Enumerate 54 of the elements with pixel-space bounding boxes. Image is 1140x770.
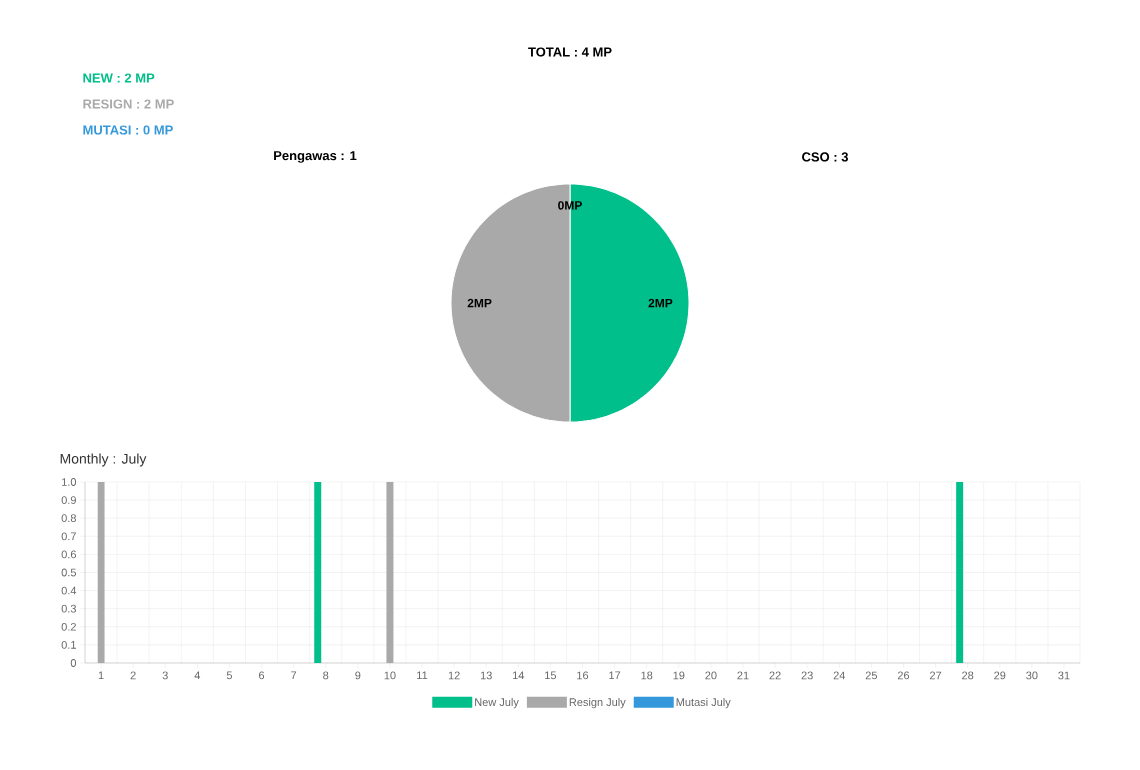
x-tick-label: 25 — [865, 671, 878, 680]
x-tick-label: 7 — [291, 671, 297, 680]
x-tick-label: 18 — [641, 671, 653, 680]
legend-label: New July — [475, 697, 519, 709]
y-tick-label: 0.7 — [61, 532, 76, 541]
x-tick-label: 14 — [513, 671, 525, 680]
x-tick-label: 16 — [577, 671, 589, 680]
x-tick-label: 30 — [1026, 671, 1038, 680]
y-tick-label: 0.2 — [61, 622, 76, 631]
chart-title: TOTAL : 4 MP — [528, 47, 612, 57]
data-label: 2MP — [648, 298, 673, 308]
text: NEW : 2 MP — [83, 73, 155, 83]
x-tick-label: 29 — [994, 671, 1006, 680]
x-tick-label: 13 — [480, 671, 492, 680]
x-tick-label: 27 — [930, 671, 942, 680]
y-tick-label: 1.0 — [62, 478, 77, 486]
data-label: 2MP — [467, 298, 492, 308]
x-tick-label: 17 — [609, 671, 621, 680]
x-tick-label: 4 — [194, 671, 201, 680]
x-tick-label: 19 — [673, 671, 685, 680]
legend-label: Resign July — [569, 697, 626, 709]
y-tick-label: 0.1 — [61, 641, 76, 649]
x-tick-label: 26 — [897, 671, 910, 680]
x-tick-label: 28 — [962, 671, 974, 680]
y-tick-label: 0.4 — [61, 586, 77, 595]
x-tick-label: 2 — [130, 671, 136, 680]
x-tick-label: 9 — [355, 671, 361, 680]
x-tick-label: 5 — [226, 671, 233, 680]
y-tick-label: 0 — [70, 659, 77, 667]
y-tick-label: 0.6 — [61, 550, 76, 559]
x-tick-label: 11 — [417, 671, 428, 680]
x-tick-label: 15 — [545, 671, 557, 680]
y-tick-label: 0.3 — [61, 604, 76, 613]
y-tick-label: 0.8 — [61, 514, 76, 523]
x-tick-label: 10 — [384, 671, 396, 680]
text: RESIGN : 2 MP — [83, 99, 174, 109]
x-tick-label: 3 — [162, 671, 168, 680]
text: Pengawas : 1 — [274, 151, 357, 163]
x-tick-label: 31 — [1058, 671, 1070, 680]
x-tick-label: 24 — [833, 671, 846, 680]
text: MUTASI : 0 MP — [83, 125, 173, 135]
legend-label: Mutasi July — [676, 697, 731, 709]
text: CSO : 3 — [802, 152, 848, 162]
x-tick-label: 12 — [448, 671, 460, 680]
x-tick-label: 21 — [737, 671, 749, 680]
chart-title: Monthly : July — [60, 453, 147, 467]
x-tick-label: 6 — [259, 671, 265, 680]
x-tick-label: 1 — [98, 671, 104, 680]
y-tick-label: 0.5 — [61, 568, 76, 577]
x-tick-label: 22 — [769, 671, 781, 680]
y-tick-label: 0.9 — [61, 496, 76, 504]
x-tick-label: 8 — [323, 671, 329, 680]
x-tick-label: 23 — [801, 671, 813, 680]
x-tick-label: 20 — [705, 671, 717, 680]
